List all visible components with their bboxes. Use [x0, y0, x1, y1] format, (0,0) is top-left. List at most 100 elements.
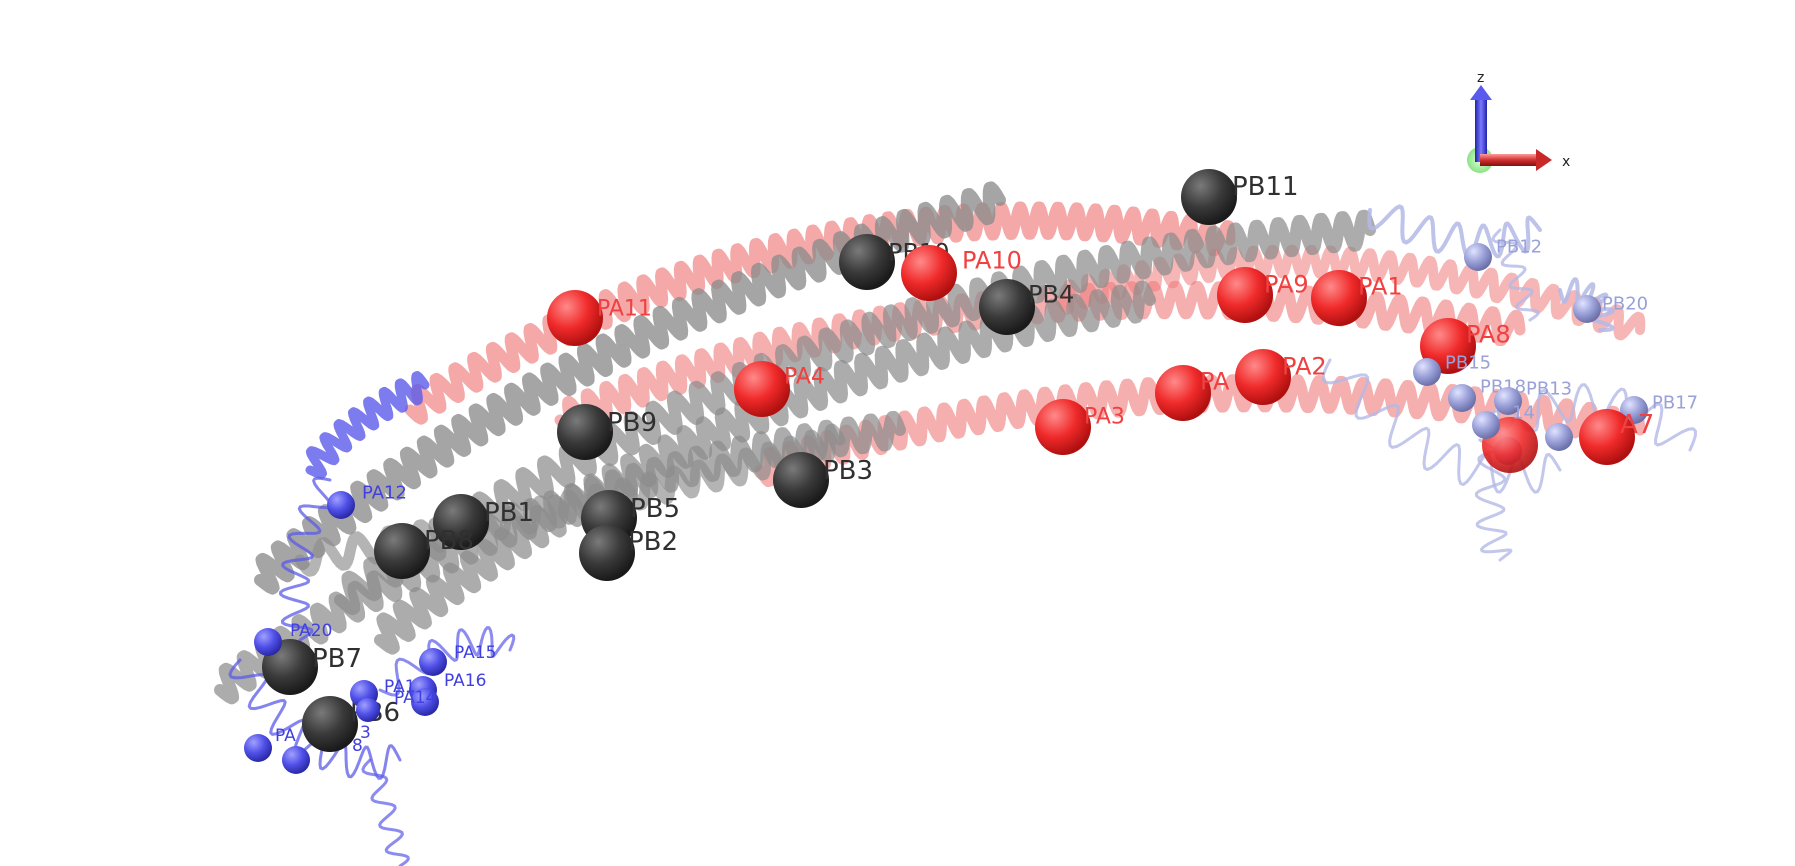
bead-sphere — [1579, 409, 1635, 465]
bead-red: PA9 — [1217, 267, 1309, 323]
bead-red: PA2 — [1235, 349, 1327, 405]
x-axis-shaft — [1480, 154, 1538, 166]
bead-sphere — [557, 404, 613, 460]
bead-sphere — [734, 361, 790, 417]
bead-sphere — [327, 491, 355, 519]
bead-label: PB7 — [312, 644, 362, 674]
bead-sphere — [1235, 349, 1291, 405]
bead-sphere — [773, 452, 829, 508]
chain-a-end-loop-1 — [279, 476, 333, 642]
bead-label: PB2 — [628, 527, 678, 557]
bead-label: PA9 — [1264, 270, 1309, 298]
bead-label: PA — [275, 726, 296, 746]
bead-label: PB12 — [1496, 236, 1542, 257]
bead-label: PA16 — [444, 671, 486, 691]
bead-label: PB1 — [484, 498, 534, 528]
bead-label: PA1 — [384, 677, 416, 697]
bead-pale: PB13 — [1494, 378, 1572, 415]
bead-label: PA15 — [454, 643, 496, 663]
pale-bead-unlabeled — [1545, 423, 1573, 451]
bead-blue: PA12 — [327, 482, 407, 519]
bead-dark: PB1 — [433, 494, 534, 550]
bead-red: PA4 — [734, 361, 825, 417]
bead-sphere — [1448, 384, 1476, 412]
protein-ribbons — [214, 181, 1697, 866]
bead-sphere — [282, 746, 310, 774]
bead-sphere — [1620, 396, 1648, 424]
bead-label: PB13 — [1526, 378, 1572, 399]
bead-sphere — [579, 525, 635, 581]
bead-sphere — [839, 234, 895, 290]
bead-label: PB20 — [1602, 293, 1648, 314]
bead-sphere — [547, 290, 603, 346]
bead-sphere — [1155, 365, 1211, 421]
bead-sphere — [1413, 358, 1441, 386]
bead-sphere — [1035, 399, 1091, 455]
chain-a-end-loop-3 — [378, 626, 516, 697]
chain-a-end-loop-4 — [361, 758, 410, 866]
bead-red: PA — [1155, 365, 1230, 421]
bead-red: A7 — [1579, 409, 1654, 465]
bead-label: 3 — [360, 723, 371, 743]
bead-label: PB11 — [1232, 172, 1299, 202]
bead-label: 8 — [352, 736, 363, 756]
bead-sphere — [1311, 270, 1367, 326]
chain-b-helix-2 — [334, 209, 1376, 616]
bead-label: PB9 — [607, 408, 657, 438]
chain-b-end-loop-3 — [1478, 383, 1697, 452]
bead-pale: PB17 — [1620, 392, 1698, 424]
bead-dark: PB11 — [1181, 169, 1299, 225]
z-axis-head — [1470, 85, 1492, 100]
z-axis-label: z — [1477, 70, 1484, 86]
bead-label: PA2 — [1282, 352, 1327, 380]
bead-label: PB5 — [630, 494, 680, 524]
bead-dark: PB8 — [374, 523, 474, 579]
x-axis-head — [1536, 149, 1552, 171]
bead-red: PA3 — [1035, 399, 1125, 455]
bead-red: PA11 — [547, 290, 652, 346]
bead-blue: PA — [244, 726, 296, 762]
bead-sphere — [1472, 411, 1500, 439]
bead-blue: PA15 — [419, 643, 496, 676]
bead-dark: PB3 — [773, 452, 873, 508]
bead-label: PB15 — [1445, 352, 1491, 373]
bead-label: PA3 — [1084, 405, 1125, 430]
chain-b-end-loop-5 — [1491, 228, 1540, 322]
bead-sphere — [254, 628, 282, 656]
bead-red: PA10 — [901, 245, 1022, 301]
bead-sphere — [1573, 295, 1601, 323]
bead-sphere — [356, 698, 380, 722]
bead-pale: 14 — [1472, 402, 1535, 439]
bead-label: PA11 — [597, 297, 652, 322]
bead-label: PA4 — [784, 365, 825, 390]
bead-blue: 8 — [282, 736, 363, 774]
bead-dark: PB4 — [979, 279, 1074, 335]
bead-sphere — [302, 696, 358, 752]
bead-blue: PA14 — [394, 688, 439, 716]
bead-label: PB8 — [424, 526, 474, 556]
z-axis-shaft — [1475, 100, 1487, 162]
bead-pale: PB15 — [1413, 352, 1491, 386]
bead-label: PA8 — [1466, 320, 1511, 348]
bead-sphere — [1181, 169, 1237, 225]
bead-sphere — [1494, 387, 1522, 415]
bead-label: PA1 — [1358, 272, 1403, 300]
bead-layer: PB11PB10PA10PB4PA11PA9PA1PA8PA4PA2PAPA3P… — [244, 169, 1698, 774]
bead-sphere — [1464, 243, 1492, 271]
bead-pale: PB12 — [1464, 236, 1542, 271]
bead-label: PA — [1200, 367, 1230, 395]
bead-sphere — [901, 245, 957, 301]
bead-label: PA20 — [290, 621, 332, 641]
bead-sphere — [411, 688, 439, 716]
bead-blue: PA20 — [254, 621, 332, 656]
axes-indicator: z x — [1467, 70, 1570, 173]
bead-label: PB3 — [823, 456, 873, 486]
bead-label: PB17 — [1652, 392, 1698, 413]
bead-dark: PB9 — [557, 404, 657, 460]
bead-red: PA1 — [1311, 270, 1403, 326]
chain-b-end-loop-1 — [1367, 204, 1542, 259]
bead-label: PA14 — [394, 688, 436, 708]
bead-label: 14 — [1512, 402, 1535, 423]
chain-a-end-loop-2 — [228, 658, 402, 780]
